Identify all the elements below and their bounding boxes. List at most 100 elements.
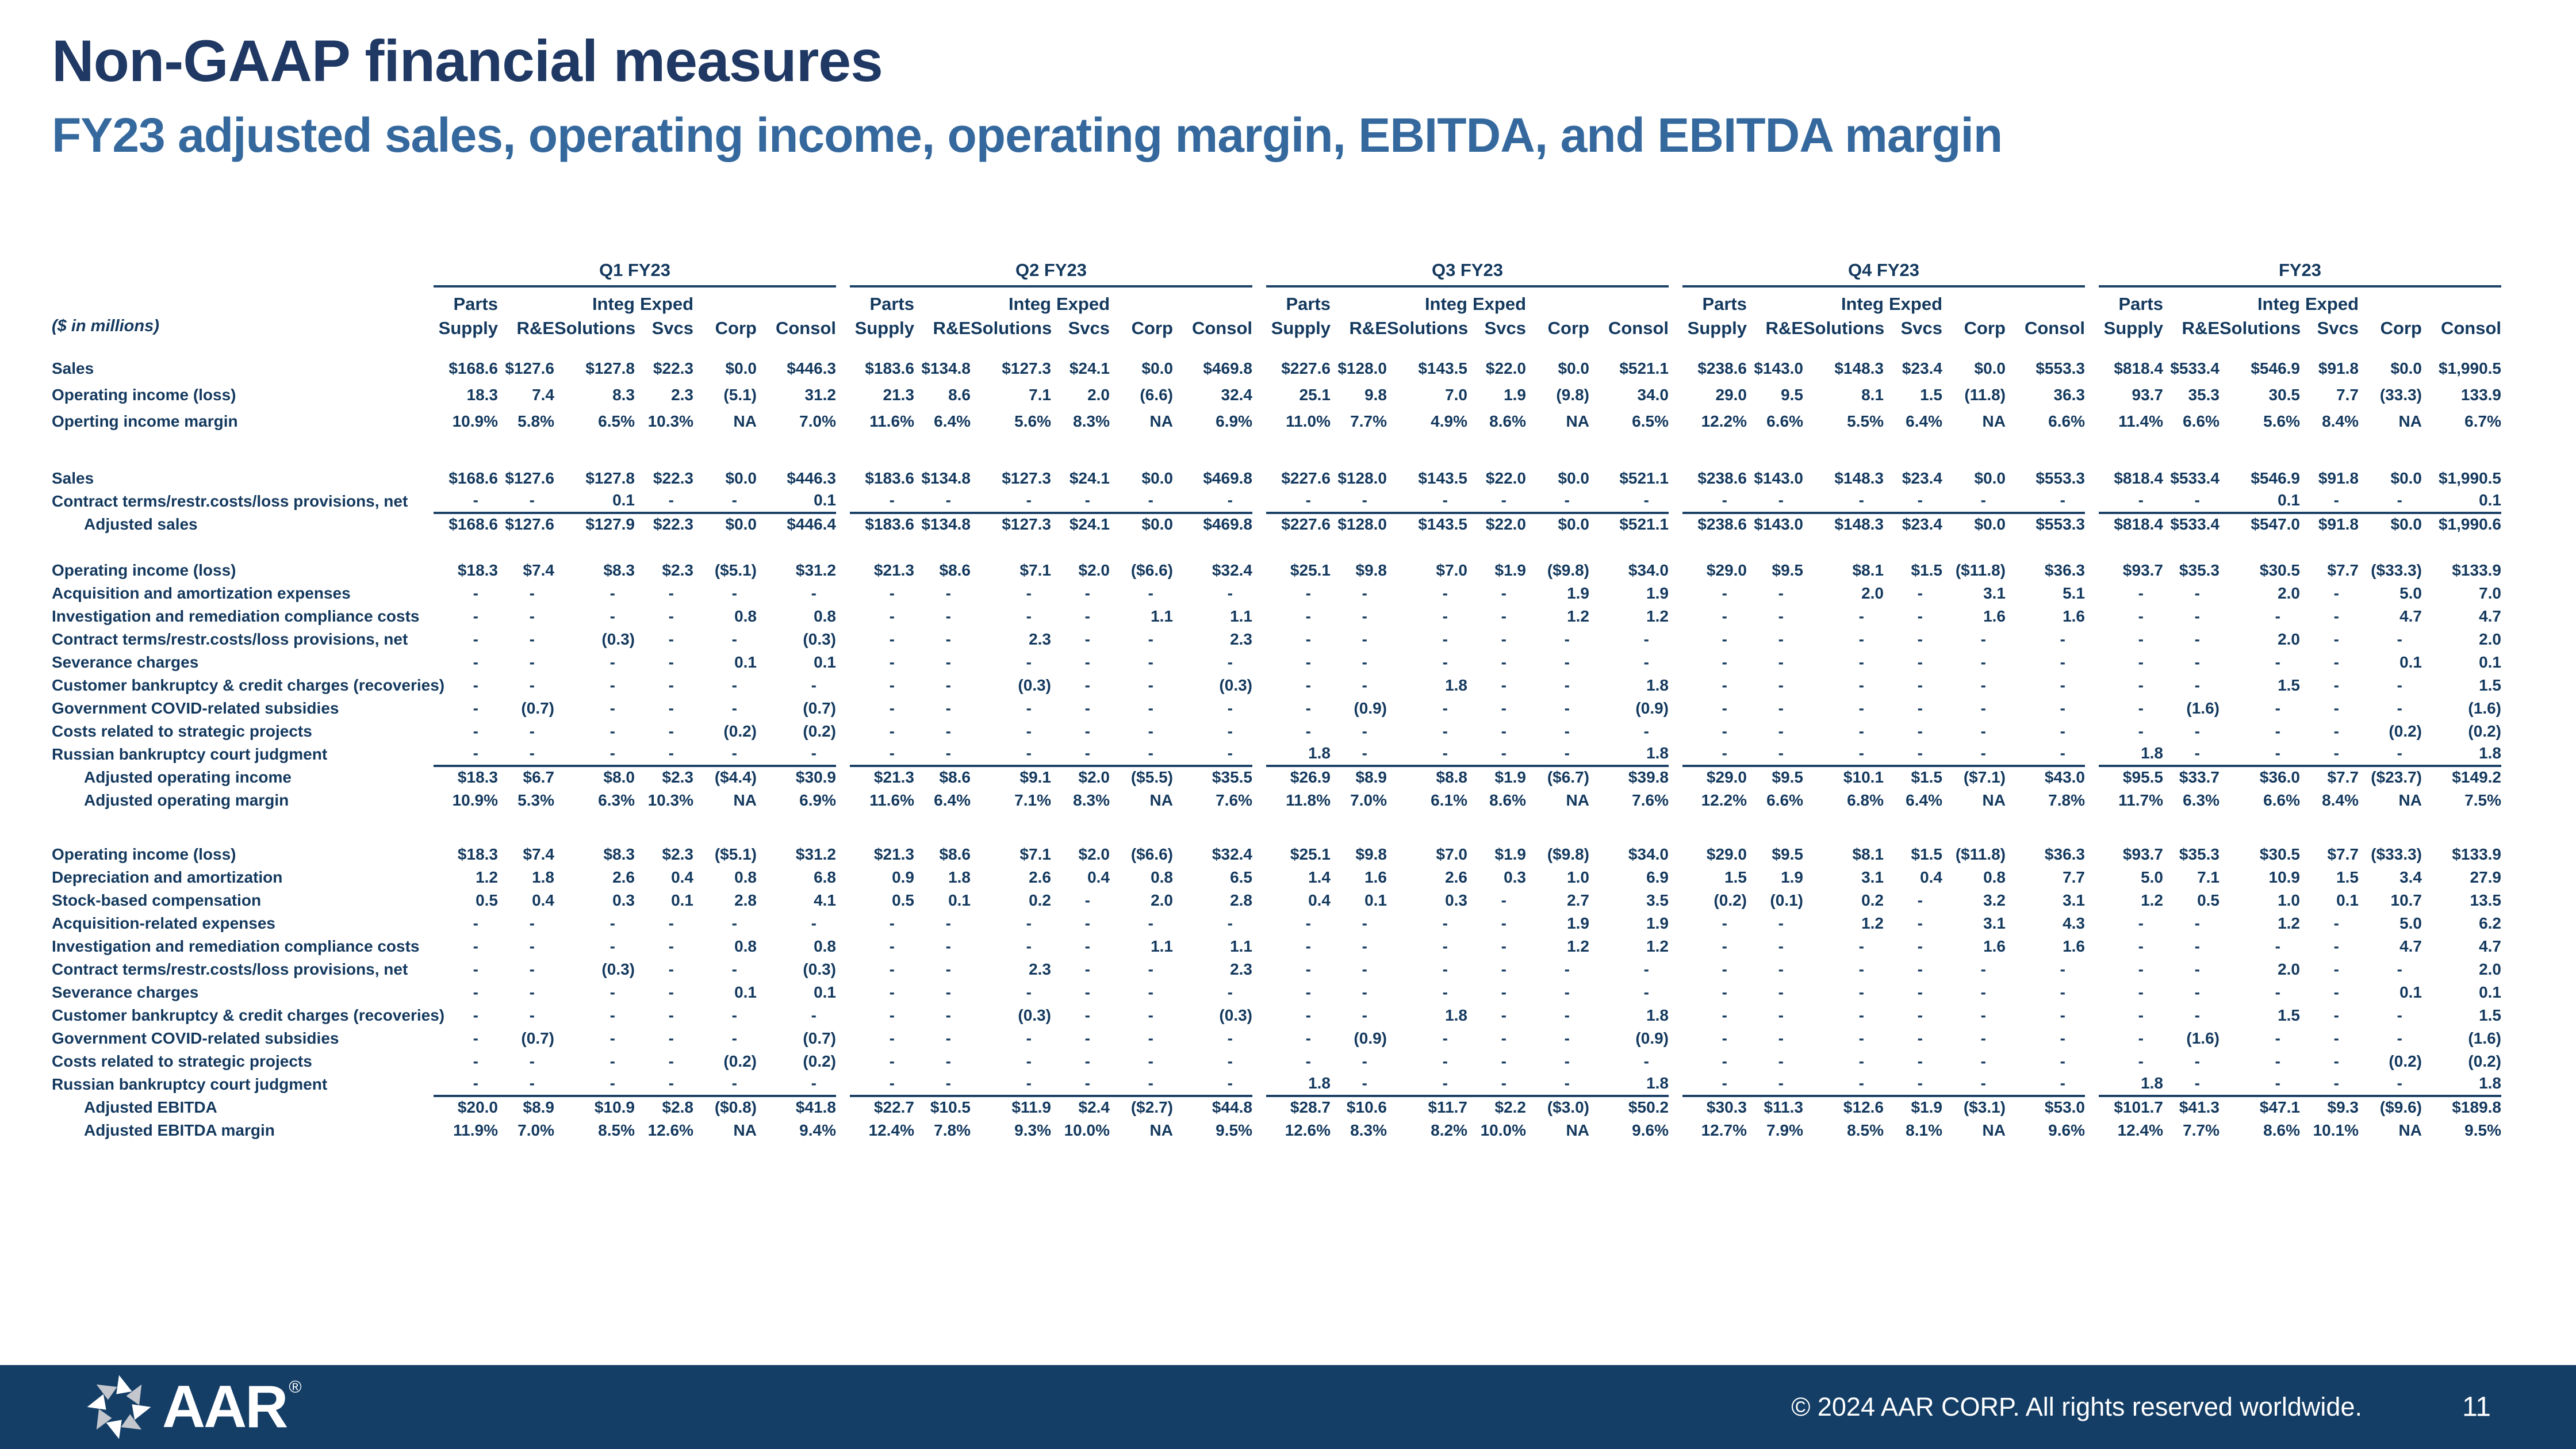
value-cell: -	[1858, 607, 1864, 625]
value-cell: 6.8	[814, 868, 836, 886]
value-cell: -	[811, 676, 816, 694]
value-cell: -	[2333, 1052, 2339, 1070]
value-cell: -	[473, 653, 478, 671]
value-cell: -	[2138, 1052, 2144, 1070]
value-cell: -	[668, 1006, 674, 1024]
group-values: 18.3 7.4 8.3 2.3 (5.1) 31.2	[434, 382, 837, 408]
value-cell: 1.2	[2141, 891, 2163, 909]
value-cell: $2.4	[1078, 1098, 1110, 1116]
value-cell: -	[1858, 1029, 1864, 1047]
value-cell: 0.9	[892, 868, 914, 886]
column-header: R&E	[933, 318, 971, 338]
value-cell: 0.4	[1308, 891, 1331, 909]
group-values: ------	[1266, 958, 1669, 981]
value-cell: (0.2)	[723, 1052, 757, 1070]
value-cell: $189.8	[2452, 1098, 2501, 1116]
value-cell: $446.3	[787, 469, 836, 487]
value-cell: 0.4	[1087, 868, 1110, 886]
value-cell: -	[2060, 1074, 2065, 1092]
value-cell: 7.1	[2197, 868, 2220, 886]
value-cell: -	[2194, 722, 2200, 740]
value-cell: (0.9)	[1635, 1029, 1669, 1047]
table-row: Adjusted sales $168.6 $127.6 $127.9 $22.3 $0.…	[52, 513, 2501, 536]
value-cell: -	[1980, 653, 1986, 671]
value-cell: -	[1442, 607, 1448, 625]
value-cell: ($4.4)	[714, 768, 757, 786]
value-cell: 0.8	[734, 868, 757, 886]
row-label: Operating income (loss)	[52, 845, 236, 863]
group-values: ------	[850, 1050, 1252, 1073]
value-cell: 5.6%	[1014, 412, 1051, 430]
value-cell: -	[1501, 914, 1506, 932]
value-cell: -	[473, 722, 478, 740]
value-cell: -	[473, 960, 478, 978]
value-cell: -	[1858, 1074, 1864, 1092]
value-cell: 2.8	[1230, 891, 1252, 909]
value-cell: -	[1722, 491, 1727, 509]
value-cell: (0.7)	[803, 1029, 836, 1047]
value-cell: 6.6%	[2263, 791, 2300, 809]
value-cell: 6.9	[1646, 868, 1669, 886]
value-cell: -	[1980, 1074, 1986, 1092]
value-cell: -	[1917, 699, 1923, 717]
value-cell: $91.8	[2318, 515, 2359, 533]
value-cell: -	[1564, 699, 1570, 717]
group-title: Q1 FY23	[434, 260, 836, 288]
value-cell: 11.8%	[1286, 791, 1331, 809]
value-cell: 1.8	[1445, 676, 1467, 694]
group-values: (0.2) (0.1) 0.2 - 3.2 3.1	[1682, 889, 2085, 912]
group-values: - - - - 0.1 0.1	[2099, 981, 2501, 1004]
column-header: Corp	[2380, 318, 2422, 338]
value-cell: 1.8	[2479, 744, 2501, 762]
value-cell: $148.3	[1834, 515, 1884, 533]
value-cell: -	[1858, 653, 1864, 671]
value-cell: -	[811, 584, 816, 602]
group-values: - - 2.0 - - 2.0	[2099, 958, 2501, 981]
value-cell: -	[1305, 630, 1311, 648]
value-cell: $2.3	[662, 768, 694, 786]
group-values: ------	[850, 981, 1252, 1004]
value-cell: -	[889, 491, 895, 509]
row-label: Adjusted operating margin	[84, 791, 289, 809]
value-cell: -	[1026, 722, 1032, 740]
value-cell: -	[1722, 722, 1727, 740]
value-cell: -	[1778, 983, 1784, 1001]
value-cell: -	[1564, 653, 1570, 671]
group-values: - - (0.3) - - (0.3)	[850, 1004, 1252, 1027]
value-cell: 21.3	[883, 386, 915, 404]
value-cell: 12.4%	[868, 1121, 914, 1139]
value-cell: 2.0	[1861, 584, 1884, 602]
group-values: 12.2% 6.6% 5.5% 6.4% NA 6.6%	[1682, 408, 2085, 435]
value-cell: -	[1362, 1006, 1367, 1024]
value-cell: $21.3	[873, 768, 914, 786]
group-values: 1.5 1.9 3.1 0.4 0.8 7.7	[1682, 866, 2085, 889]
value-cell: 0.1	[814, 983, 836, 1001]
value-cell: 7.0%	[1350, 791, 1387, 809]
page-number: 11	[2462, 1392, 2491, 1423]
value-cell: 0.1	[814, 491, 836, 509]
group-values: 10.9% 5.8% 6.5% 10.3% NA 7.0%	[434, 408, 836, 435]
value-cell: -	[1305, 983, 1311, 1001]
group-values: 11.6% 6.4% 7.1% 8.3% NA 7.6%	[850, 789, 1252, 812]
value-cell: 13.5	[2470, 891, 2502, 909]
value-cell: -	[1442, 630, 1448, 648]
value-cell: -	[1501, 744, 1506, 762]
column-header: Corp	[715, 318, 757, 338]
row-label: Contract terms/restr.costs/loss provisio…	[52, 492, 408, 510]
group-values: 11.7% 6.3% 6.6% 8.4% NA 7.5%	[2099, 789, 2501, 812]
value-cell: 2.0	[2278, 584, 2300, 602]
value-cell: -	[945, 676, 951, 694]
value-cell: 0.1	[948, 891, 971, 909]
value-cell: -	[2275, 607, 2280, 625]
value-cell: $35.5	[1212, 768, 1252, 786]
value-cell: $25.1	[1290, 561, 1331, 579]
value-cell: -	[668, 960, 674, 978]
value-cell: $2.0	[1078, 768, 1110, 786]
value-cell: NA	[1149, 412, 1173, 430]
value-cell: $238.6	[1697, 469, 1747, 487]
value-cell: 1.2	[1567, 607, 1589, 625]
value-cell: $168.6	[448, 515, 498, 533]
value-cell: 6.4%	[934, 791, 971, 809]
table-row: Customer bankruptcy & credit charges (re…	[52, 674, 2501, 697]
group-values: 12.4% 7.7% 8.6% 10.1% NA 9.5%	[2099, 1119, 2501, 1142]
